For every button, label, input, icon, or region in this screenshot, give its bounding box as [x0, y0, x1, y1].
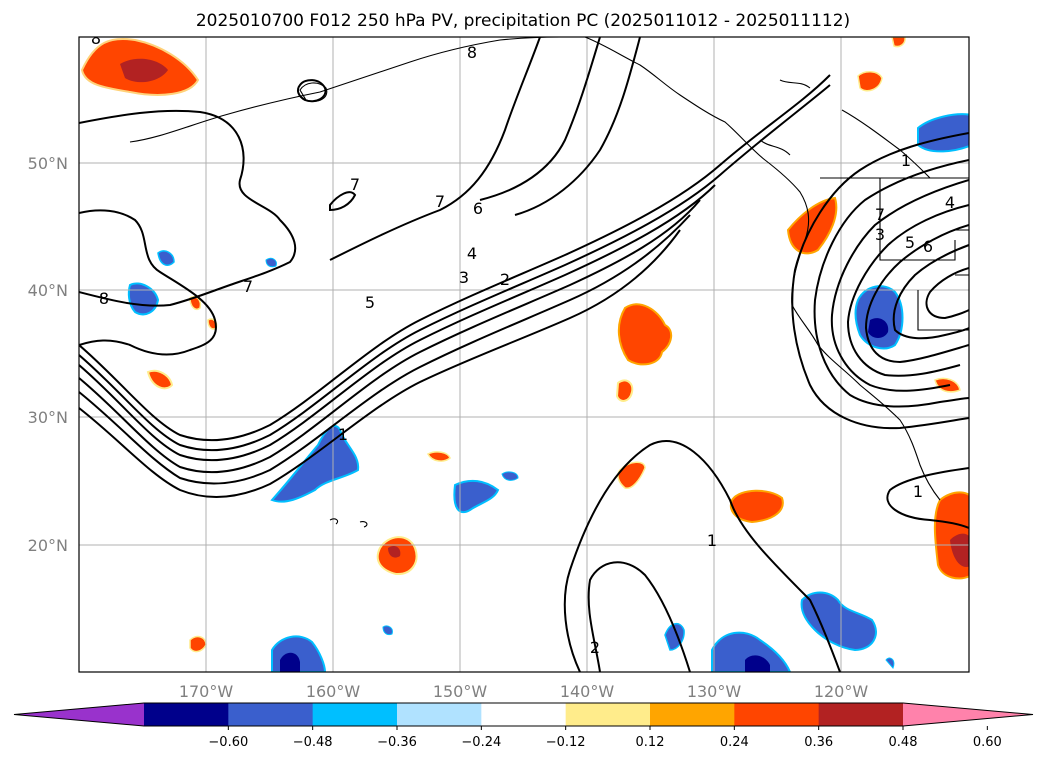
lat-tick-label: 40°N: [28, 281, 68, 300]
lat-tick-label: 50°N: [28, 154, 68, 173]
contour-label: 4: [945, 193, 955, 212]
precip-positive-shading: [80, 37, 969, 653]
contour-label: 1: [913, 482, 923, 501]
contour-label: 7: [350, 175, 360, 194]
lon-tick-label: 160°W: [306, 682, 361, 701]
colorbar-tick-label: −0.24: [461, 735, 501, 750]
colorbar-tick-label: −0.12: [546, 735, 586, 750]
contour-label: 7: [875, 205, 885, 224]
colorbar-tick-label: −0.36: [377, 735, 417, 750]
contour-label: 2: [590, 638, 600, 657]
colorbar: −0.60 −0.48 −0.36 −0.24 −0.12 0.12 0.24 0.36 0.4…: [13, 702, 1034, 750]
lon-tick-label: 120°W: [814, 682, 869, 701]
contour-label: 1: [707, 531, 717, 550]
chart-title: 2025010700 F012 250 hPa PV, precipitatio…: [196, 11, 850, 31]
colorbar-swatch: [734, 703, 820, 726]
contour-label: 7: [243, 277, 253, 296]
colorbar-swatch: [397, 703, 482, 726]
contour-label: 8: [99, 289, 109, 308]
lon-tick-label: 170°W: [179, 682, 234, 701]
contour-label: 6: [923, 237, 933, 256]
colorbar-swatch: [481, 703, 567, 726]
colorbar-tick-label: −0.60: [208, 735, 248, 750]
precip-negative-shading: [127, 113, 969, 672]
colorbar-swatch: [144, 703, 229, 726]
pv-contours: [79, 37, 969, 672]
colorbar-extend-min: [14, 703, 144, 726]
contour-label: 5: [365, 293, 375, 312]
contour-labels: 8 8 7 7 7 6 5 4 3 2 8 1 1 1 2 3 4 5 6 7 …: [91, 29, 955, 657]
colorbar-swatch: [228, 703, 314, 726]
colorbar-tick-label: 0.48: [889, 735, 918, 750]
lon-tick-label: 130°W: [687, 682, 742, 701]
colorbar-tick-label: 0.24: [720, 735, 749, 750]
latitude-labels: 50°N 40°N 30°N 20°N: [28, 154, 68, 555]
contour-label: 2: [500, 270, 510, 289]
colorbar-swatch: [818, 703, 904, 726]
contour-label: 4: [467, 244, 477, 263]
contour-label: 3: [459, 268, 469, 287]
contour-label: 6: [473, 199, 483, 218]
lat-tick-label: 30°N: [28, 408, 68, 427]
contour-label: 8: [467, 43, 477, 62]
colorbar-tick-label: 0.36: [804, 735, 833, 750]
colorbar-extend-max: [903, 703, 1033, 726]
contour-label: 5: [905, 233, 915, 252]
map-frame: [78, 36, 970, 673]
lon-tick-label: 140°W: [560, 682, 615, 701]
contour-label: 7: [435, 192, 445, 211]
lat-lon-gridlines: [79, 37, 969, 672]
contour-label: 1: [338, 425, 348, 444]
colorbar-tick-label: 0.12: [636, 735, 665, 750]
lat-tick-label: 20°N: [28, 536, 68, 555]
contour-label: 1: [901, 151, 911, 170]
longitude-labels: 170°W 160°W 150°W 140°W 130°W 120°W: [179, 682, 869, 701]
colorbar-swatch: [312, 703, 398, 726]
colorbar-swatch: [650, 703, 735, 726]
lon-tick-label: 150°W: [433, 682, 488, 701]
contour-label: 3: [875, 225, 885, 244]
colorbar-tick-label: −0.48: [293, 735, 333, 750]
colorbar-outline: [13, 702, 1034, 727]
colorbar-tick-label: 0.60: [973, 735, 1002, 750]
colorbar-swatch: [565, 703, 651, 726]
contour-label: 8: [91, 29, 101, 48]
